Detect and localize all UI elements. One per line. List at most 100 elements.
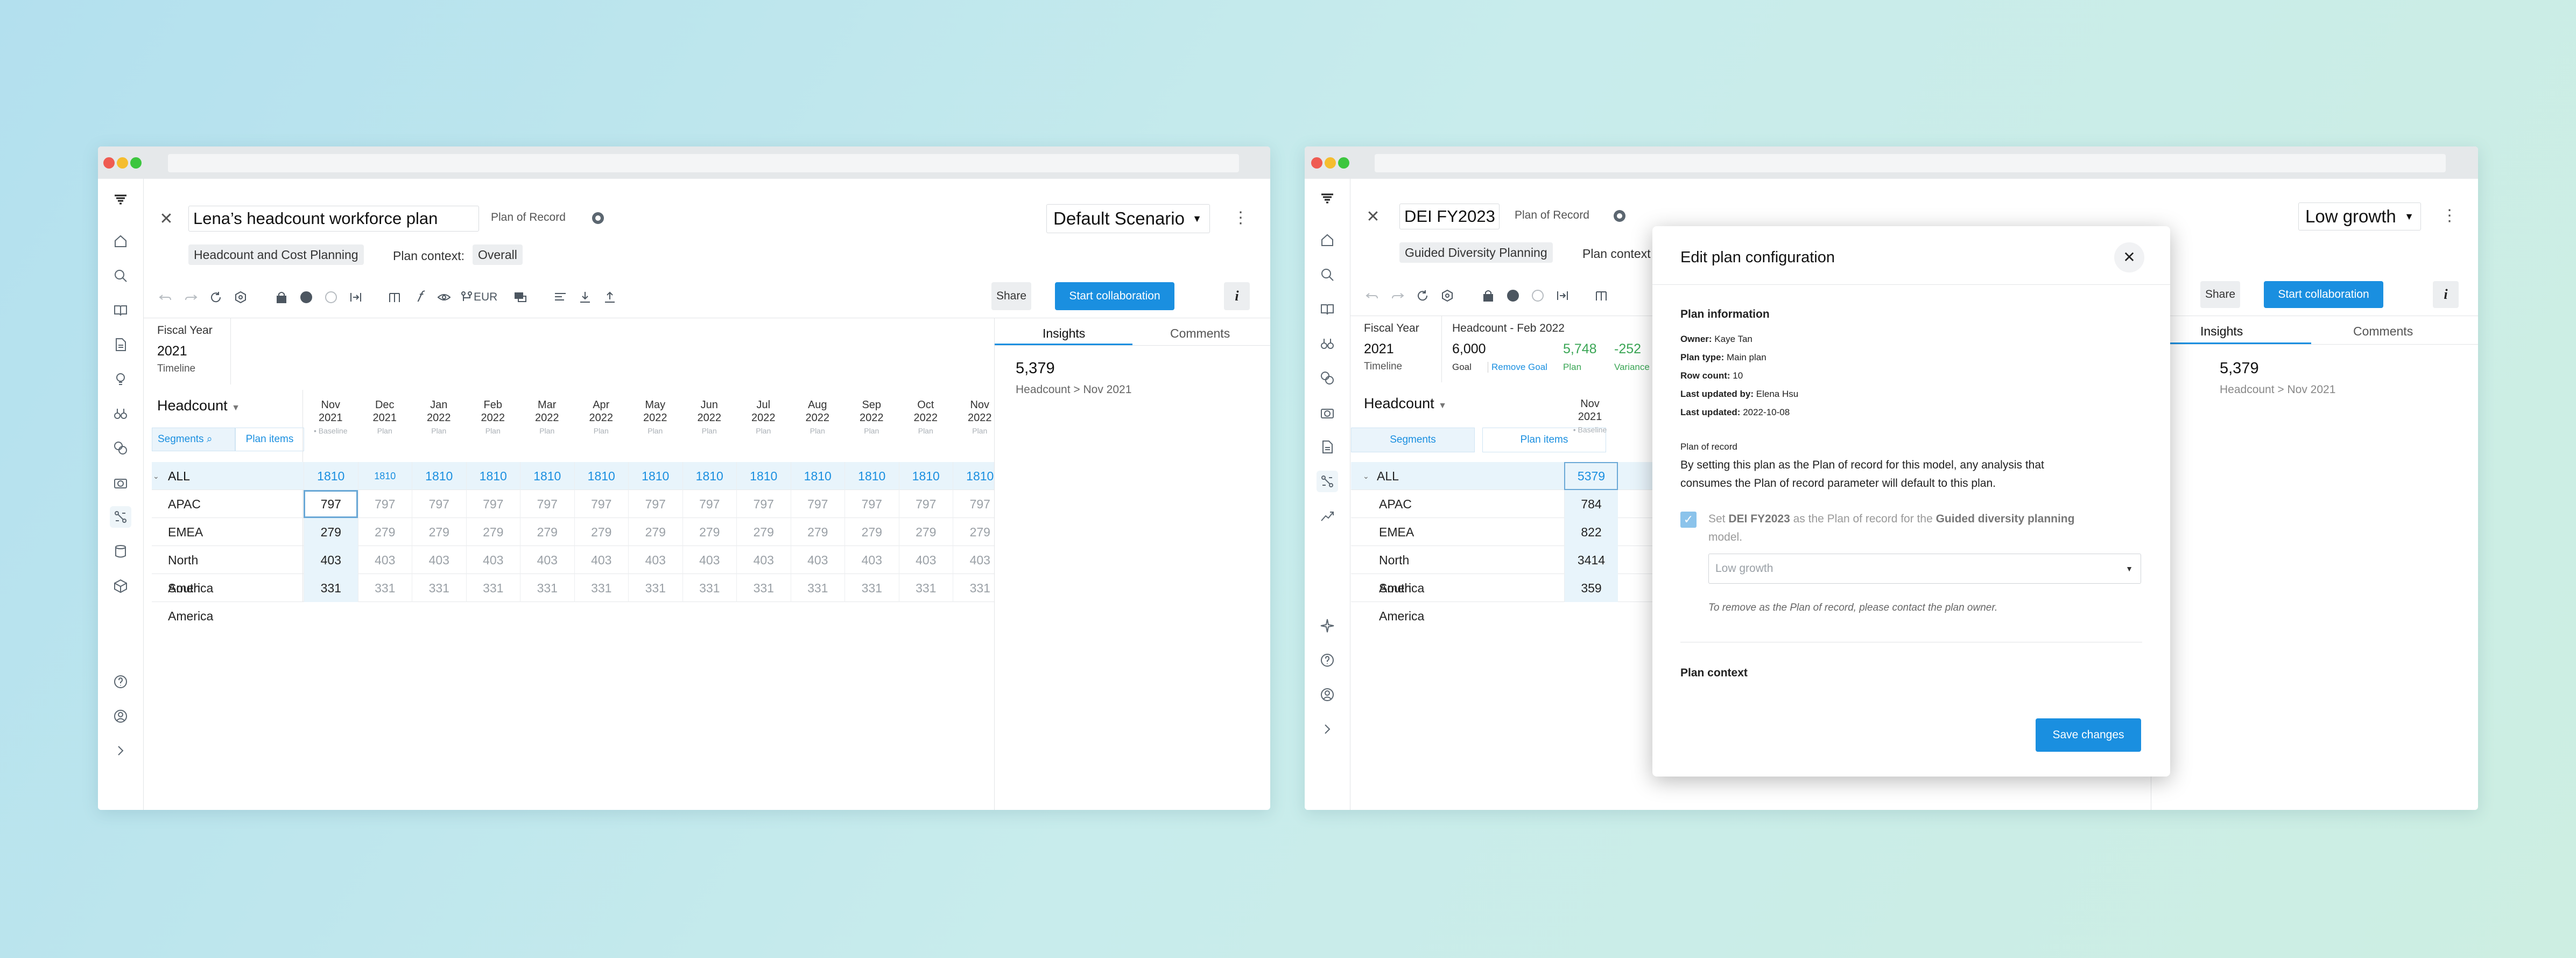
grid-cell[interactable]: 403 [790,546,845,574]
grid-cell[interactable]: 279 [304,518,358,546]
lock-icon[interactable] [1480,288,1496,304]
table-row[interactable] [152,518,994,546]
help-icon[interactable] [110,671,131,693]
redo-icon[interactable] [1390,288,1406,304]
grid-cell[interactable]: 331 [790,574,845,602]
expand-rail-icon[interactable] [110,740,131,761]
settings-gear-icon[interactable] [1610,207,1629,225]
headcount-dropdown[interactable]: Headcount ▼ [1364,395,1447,412]
grid-cell[interactable]: 797 [790,490,845,518]
grid-cell[interactable]: 784 [1564,490,1618,518]
grid-cell[interactable]: 331 [682,574,737,602]
grid-cell[interactable]: 1810 [412,462,466,490]
grid-cell[interactable]: 279 [682,518,737,546]
comments-icon[interactable] [512,289,529,305]
camera-icon[interactable] [110,472,131,493]
grid-cell[interactable]: 279 [357,518,412,546]
close-window-dot[interactable] [103,157,115,169]
column-icon[interactable] [386,289,403,305]
database-icon[interactable] [110,541,131,562]
plan-context-chip[interactable]: Overall [473,244,523,265]
grid-cell[interactable]: 403 [412,546,466,574]
undo-icon[interactable] [157,289,173,305]
home-icon[interactable] [1317,229,1338,251]
download-icon[interactable] [577,289,593,305]
maximize-window-dot[interactable] [1338,157,1349,169]
more-menu-icon[interactable]: ⋮ [1233,209,1249,227]
fit-columns-icon[interactable] [1554,288,1571,304]
grid-cell[interactable]: 1810 [357,462,412,490]
plan-title-field[interactable]: Lena’s headcount workforce plan [188,206,479,232]
grid-cell[interactable]: 403 [898,546,953,574]
grid-cell[interactable]: 797 [412,490,466,518]
grid-cell[interactable]: 1810 [628,462,682,490]
scenario-dropdown[interactable]: Default Scenario ▼ [1046,204,1210,233]
grid-cell[interactable]: 331 [357,574,412,602]
grid-cell[interactable]: 1810 [790,462,845,490]
grid-cell[interactable]: 403 [628,546,682,574]
grid-cell[interactable]: 797 [844,490,899,518]
undo-icon[interactable] [1364,288,1380,304]
planning-icon[interactable] [110,506,131,528]
grid-cell[interactable]: 5379 [1564,462,1618,490]
grid-cell[interactable]: 797 [520,490,574,518]
trend-icon[interactable] [1317,505,1338,527]
more-menu-icon[interactable]: ⋮ [2441,207,2458,225]
binoculars-icon[interactable] [1317,333,1338,354]
grid-cell[interactable]: 331 [520,574,574,602]
grid-cell[interactable]: 1810 [520,462,574,490]
maximize-window-dot[interactable] [130,157,142,169]
remove-goal-link[interactable]: Remove Goal [1488,362,1547,373]
grid-cell[interactable]: 331 [466,574,520,602]
grid-cell[interactable]: 797 [628,490,682,518]
collapse-chevron-icon[interactable]: ⌄ [1363,472,1369,480]
currency-alt-icon[interactable] [323,289,339,305]
grid-cell[interactable]: 3414 [1564,546,1618,574]
refresh-icon[interactable] [1414,288,1431,304]
close-window-dot[interactable] [1311,157,1322,169]
lightbulb-icon[interactable] [110,368,131,390]
redo-icon[interactable] [183,289,199,305]
upload-icon[interactable] [602,289,618,305]
start-collaboration-button[interactable]: Start collaboration [1055,282,1174,310]
tab-insights[interactable]: Insights [1043,326,1086,340]
camera-icon[interactable] [1317,402,1338,423]
grid-cell[interactable]: 279 [574,518,629,546]
close-dialog-icon[interactable]: ✕ [2114,242,2144,272]
logo-icon[interactable] [1317,187,1338,209]
share-button[interactable]: Share [991,282,1031,310]
align-icon[interactable] [552,289,568,305]
document-icon[interactable] [1317,436,1338,458]
eye-icon[interactable] [436,289,452,305]
grid-cell[interactable]: 403 [357,546,412,574]
save-changes-button[interactable]: Save changes [2036,718,2141,752]
grid-cell[interactable]: 1810 [898,462,953,490]
plan-of-record-checkbox[interactable]: ✓ [1680,512,1697,528]
address-bar[interactable] [1375,154,2446,172]
grid-cell[interactable]: 1810 [466,462,520,490]
home-icon[interactable] [110,230,131,252]
grid-cell[interactable]: 279 [898,518,953,546]
table-row[interactable] [152,546,994,574]
close-plan-icon[interactable]: ✕ [159,210,173,228]
grid-cell[interactable]: 403 [682,546,737,574]
grid-cell[interactable]: 1810 [844,462,899,490]
scenario-select[interactable]: Low growth ▼ [1708,554,2141,584]
plan-title-field[interactable]: DEI FY2023 [1399,204,1500,229]
currency-alt-icon[interactable] [1530,288,1546,304]
grid-cell[interactable]: 403 [304,546,358,574]
grid-cell[interactable]: 403 [736,546,791,574]
grid-cell[interactable]: 331 [574,574,629,602]
binoculars-icon[interactable] [110,403,131,424]
grid-cell[interactable]: 279 [412,518,466,546]
grid-cell[interactable]: 797 [304,490,358,518]
minimize-window-dot[interactable] [1325,157,1336,169]
logo-icon[interactable] [110,188,131,210]
table-row[interactable] [152,490,994,518]
grid-cell[interactable]: 797 [736,490,791,518]
currency-tree-icon[interactable]: EUR [460,289,503,305]
headcount-dropdown[interactable]: Headcount ▼ [157,397,240,414]
grid-cell[interactable]: 279 [736,518,791,546]
grid-cell[interactable]: 797 [466,490,520,518]
search-icon[interactable] [1317,264,1338,285]
